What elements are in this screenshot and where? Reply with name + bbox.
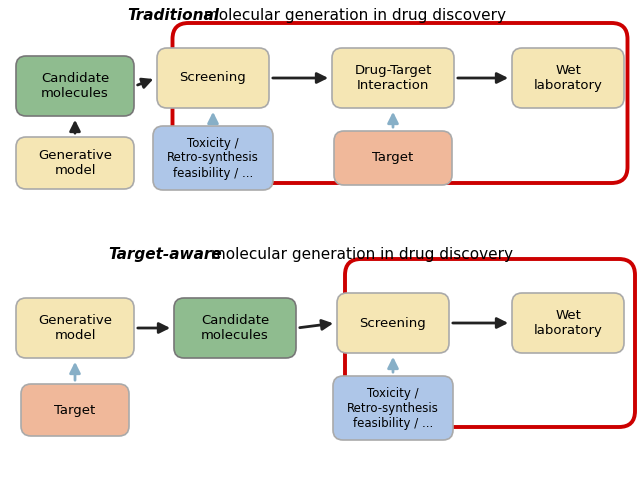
FancyBboxPatch shape [16, 298, 134, 358]
Text: Candidate
molecules: Candidate molecules [201, 314, 269, 342]
Text: Wet
laboratory: Wet laboratory [534, 309, 602, 337]
Text: Toxicity /
Retro-synthesis
feasibility / ...: Toxicity / Retro-synthesis feasibility /… [347, 386, 439, 430]
Text: Target-aware: Target-aware [108, 246, 221, 261]
Text: molecular generation in drug discovery: molecular generation in drug discovery [199, 8, 506, 23]
FancyBboxPatch shape [332, 48, 454, 108]
FancyBboxPatch shape [512, 48, 624, 108]
Text: Wet
laboratory: Wet laboratory [534, 64, 602, 92]
Text: Toxicity /
Retro-synthesis
feasibility / ...: Toxicity / Retro-synthesis feasibility /… [167, 137, 259, 179]
Text: Target: Target [372, 152, 413, 164]
FancyBboxPatch shape [174, 298, 296, 358]
Text: Screening: Screening [360, 316, 426, 330]
Text: molecular generation in drug discovery: molecular generation in drug discovery [206, 246, 513, 261]
Text: Traditional: Traditional [127, 8, 219, 23]
FancyBboxPatch shape [153, 126, 273, 190]
Text: Generative
model: Generative model [38, 149, 112, 177]
Text: Screening: Screening [180, 71, 246, 85]
FancyBboxPatch shape [21, 384, 129, 436]
FancyBboxPatch shape [334, 131, 452, 185]
FancyBboxPatch shape [337, 293, 449, 353]
Text: Candidate
molecules: Candidate molecules [41, 72, 109, 100]
FancyBboxPatch shape [512, 293, 624, 353]
FancyBboxPatch shape [157, 48, 269, 108]
FancyBboxPatch shape [16, 137, 134, 189]
FancyBboxPatch shape [16, 56, 134, 116]
Text: Drug-Target
Interaction: Drug-Target Interaction [355, 64, 432, 92]
Text: Generative
model: Generative model [38, 314, 112, 342]
FancyBboxPatch shape [333, 376, 453, 440]
Text: Target: Target [54, 403, 95, 417]
